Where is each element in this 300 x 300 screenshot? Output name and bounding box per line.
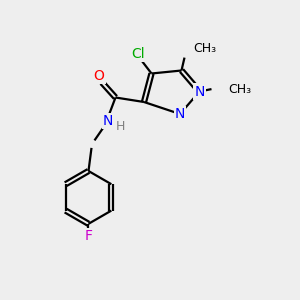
Text: Cl: Cl	[131, 47, 145, 61]
Text: F: F	[85, 230, 92, 243]
Text: N: N	[194, 85, 205, 98]
Text: H: H	[116, 120, 125, 133]
Text: CH₃: CH₃	[228, 82, 251, 96]
Text: N: N	[103, 114, 113, 128]
Text: CH₃: CH₃	[194, 42, 217, 55]
Text: N: N	[175, 107, 185, 121]
Text: O: O	[94, 69, 104, 83]
